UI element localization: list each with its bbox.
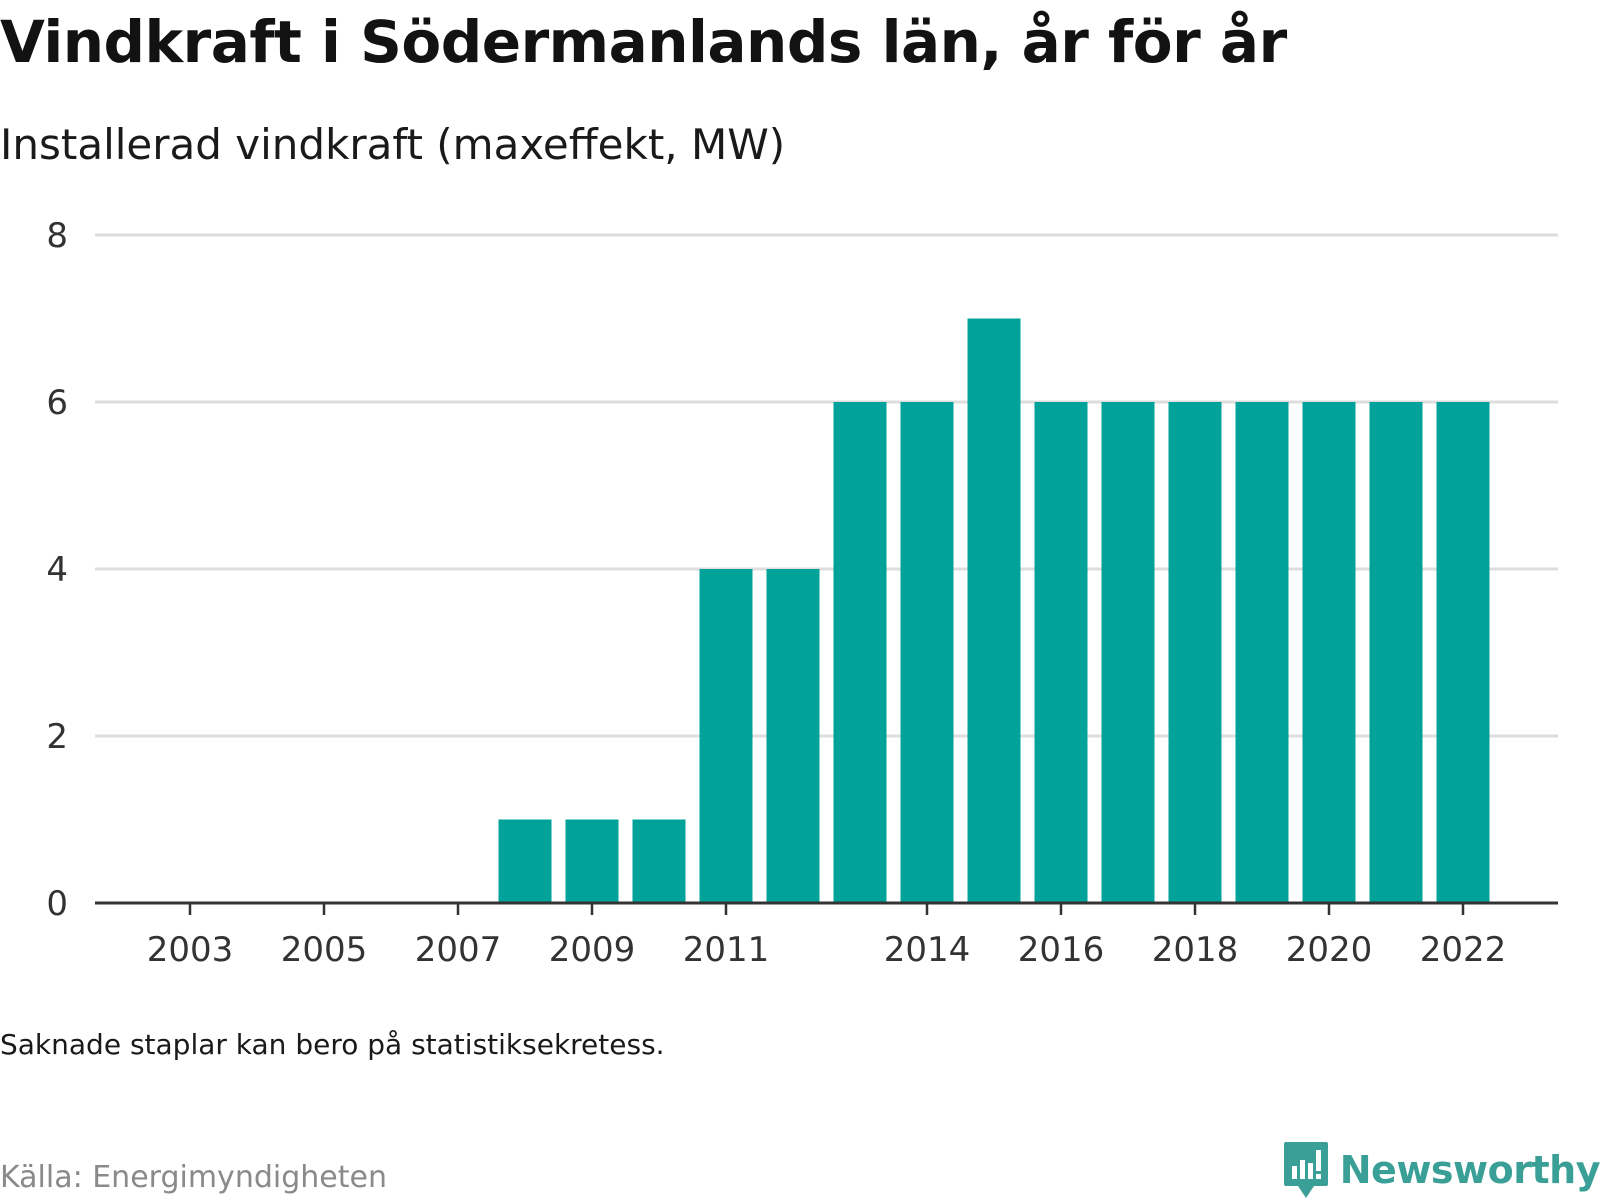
bar <box>1168 402 1222 903</box>
x-tick-label: 2018 <box>1152 930 1239 970</box>
bar <box>1436 402 1490 903</box>
bar <box>699 569 753 903</box>
chart-title: Vindkraft i Södermanlands län, år för år <box>0 8 1287 76</box>
bars <box>498 318 1490 903</box>
bar <box>1369 402 1423 903</box>
chart-note: Saknade staplar kan bero på statistiksek… <box>0 1028 665 1061</box>
x-tick-label: 2020 <box>1286 930 1373 970</box>
y-tick-label: 6 <box>46 383 68 423</box>
y-tick-label: 2 <box>46 717 68 757</box>
bar <box>1101 402 1155 903</box>
x-tick-label: 2022 <box>1420 930 1507 970</box>
y-tick-label: 4 <box>46 550 68 590</box>
bar-chart: 0 2 4 6 8 2003 2005 2007 2009 2011 2014 2016 2018 202… <box>46 216 1558 970</box>
bar <box>967 318 1021 903</box>
x-tick-label: 2016 <box>1018 930 1105 970</box>
bar <box>1302 402 1356 903</box>
x-tick-label: 2003 <box>147 930 234 970</box>
chart-subtitle: Installerad vindkraft (maxeffekt, MW) <box>0 120 786 169</box>
x-tick-label: 2009 <box>549 930 636 970</box>
x-tick-label: 2005 <box>281 930 368 970</box>
bar <box>766 569 820 903</box>
source-label: Källa: Energimyndigheten <box>0 1160 387 1195</box>
bar <box>1235 402 1289 903</box>
x-tick-label: 2007 <box>415 930 502 970</box>
y-tick-label: 8 <box>46 216 68 256</box>
axes: 0 2 4 6 8 2003 2005 2007 2009 2011 2014 2016 2018 202… <box>46 216 1558 970</box>
brand-name: Newsworthy <box>1339 1148 1600 1192</box>
x-tick-label: 2011 <box>683 930 770 970</box>
x-tick-label: 2014 <box>884 930 971 970</box>
brand-logo: Newsworthy <box>1282 1140 1600 1200</box>
bar <box>900 402 954 903</box>
newsworthy-logo-icon <box>1283 1142 1328 1198</box>
bar <box>833 402 887 903</box>
bar <box>498 819 552 903</box>
y-tick-label: 0 <box>46 884 68 924</box>
bar <box>632 819 686 903</box>
bar <box>565 819 619 903</box>
bar <box>1034 402 1088 903</box>
